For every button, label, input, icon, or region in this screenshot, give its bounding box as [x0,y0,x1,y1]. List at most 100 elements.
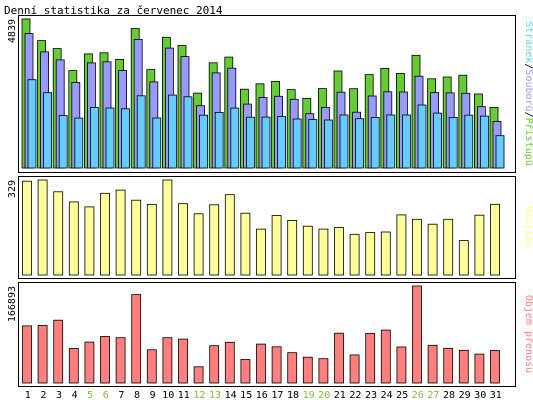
x-tick-label: 10 [162,390,174,401]
x-tick-label: 20 [318,390,330,401]
bar-visits [443,218,454,276]
bar-volume [427,344,438,384]
bar-pages [495,135,505,169]
bar-visits [162,179,173,276]
bar-volume [443,347,454,384]
chart-title: Denní statistika za červenec 2014 [4,4,223,17]
bar-pages [479,115,489,169]
bar-volume [162,337,173,384]
x-tick-label: 31 [490,390,502,401]
bar-visits [256,228,266,276]
bar-pages [152,117,162,169]
bar-pages [74,117,84,169]
bar-pages [417,104,427,169]
bar-volume [22,325,32,384]
bar-pages [199,114,209,169]
bar-visits [474,214,485,276]
bar-volume [458,349,469,384]
x-tick-label: 2 [40,390,46,401]
bar-volume [365,332,376,384]
x-tick-label: 29 [459,390,471,401]
bar-pages [448,117,458,169]
bar-visits [380,231,391,276]
bar-pages [339,114,349,169]
x-tick-label: 19 [303,390,315,401]
bar-pages [401,114,411,169]
legend-item: Stránek [523,21,533,63]
x-tick-label: 22 [349,390,361,401]
bar-volume [380,329,391,384]
hits-panel: 4839 Stránek/Souborů/Přístupů [7,15,533,173]
bar-volume [490,350,500,384]
x-tick-label: 5 [87,390,93,401]
bar-volume [271,346,282,384]
bar-volume [256,343,266,384]
bar-visits [349,233,360,276]
legend-item: Souborů [523,69,533,111]
x-tick-label: 21 [334,390,346,401]
bar-pages [105,107,115,169]
bar-visits [427,223,438,276]
bar-pages [308,119,318,169]
bar-volume [318,358,329,384]
bar-visits [240,212,251,276]
bar-visits [396,214,407,276]
panel-frame [18,15,516,173]
bar-visits [334,227,344,276]
bar-pages [90,107,99,169]
legend-separator: / [523,63,533,69]
x-tick-label: 24 [381,390,393,401]
bar-visits [146,204,157,276]
bar-visits [490,203,500,276]
x-tick-label: 3 [56,390,62,401]
bar-volume [53,319,64,384]
legend-item: Přístupů [523,118,533,166]
bar-visits [115,189,126,276]
bar-volume [209,345,220,384]
x-tick-label: 25 [396,390,408,401]
bar-pages [43,92,52,169]
x-tick-label: 12 [193,390,205,401]
legend: Objem přenosu [523,295,533,373]
bar-pages [277,116,287,169]
bar-visits [287,219,298,276]
bar-volume [302,356,313,384]
x-tick-label: 28 [443,390,455,401]
bar-volume [224,341,235,384]
bar-pages [355,118,365,169]
bar-visits [131,199,142,276]
bar-pages [370,117,380,169]
bar-volume [178,338,188,384]
bar-visits [53,191,64,276]
bar-volume [115,337,126,384]
bar-visits [302,225,313,276]
x-axis-tick-labels: 1 2 3 4 5 6 7 8 9 10 11 12 13 14 15 16 17 18 19 20 21 22 23 24 2… [25,390,502,401]
bar-volume [287,352,298,384]
panel-frame [18,176,516,279]
x-tick-label: 14 [225,390,237,401]
x-tick-label: 27 [427,390,439,401]
bar-pages [386,114,396,169]
bar-pages [323,119,333,169]
bar-volume [84,341,95,384]
bar-pages [245,116,255,169]
bar-volume [146,349,157,384]
bar-visits [318,228,329,276]
bar-volume [412,285,422,384]
bar-pages [58,115,68,169]
x-tick-label: 1 [25,390,31,401]
legend: Stránek/Souborů/Přístupů [523,21,533,166]
bar-volume [396,346,407,384]
bar-visits [37,179,48,276]
bar-visits [193,213,204,276]
bar-visits [271,215,282,276]
bar-visits [178,203,188,276]
bar-volume [131,294,142,384]
bar-pages [464,114,474,169]
x-tick-label: 8 [134,390,140,401]
x-tick-label: 7 [118,390,124,401]
bar-volume [240,359,251,384]
y-axis-max-label: 329 [7,180,18,198]
